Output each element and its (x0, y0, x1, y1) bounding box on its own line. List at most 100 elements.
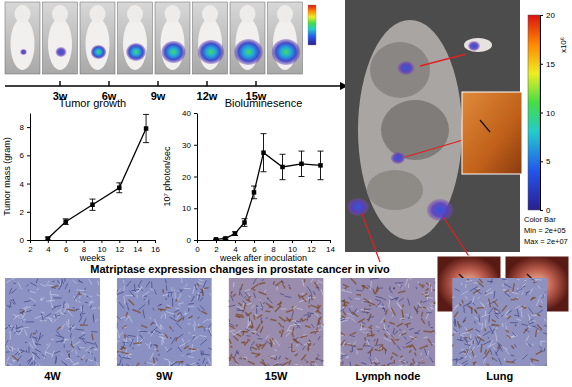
tissue-texture (67, 309, 75, 311)
tissue-texture (313, 366, 315, 367)
tissue-texture (340, 355, 347, 356)
tissue-texture (462, 300, 463, 303)
tick: 4 (233, 240, 238, 254)
tissue-texture (483, 331, 491, 336)
tissue-texture (471, 301, 475, 305)
tissue-texture (488, 308, 493, 314)
tissue-texture (340, 320, 347, 322)
tissue-texture (253, 289, 255, 291)
tissue-texture (347, 343, 351, 345)
tissue-texture (163, 294, 169, 295)
tissue-texture (145, 362, 146, 364)
tissue-texture (399, 329, 401, 331)
tissue-texture (418, 362, 422, 363)
tissue-texture (183, 288, 191, 290)
tissue-texture (9, 347, 11, 349)
tissue-texture (84, 318, 87, 324)
tissue-texture (397, 323, 403, 326)
tissue-texture (187, 323, 190, 325)
mouse-head (90, 5, 106, 23)
tissue-texture (67, 350, 73, 354)
tissue-texture (521, 309, 522, 317)
tissue-texture (377, 330, 379, 331)
tissue-texture (244, 297, 246, 298)
tick: 8 (20, 123, 30, 132)
tick-label: 0 (187, 236, 192, 245)
tissue-texture (266, 303, 272, 307)
tick: 10 (182, 204, 197, 213)
tissue-texture (402, 305, 404, 308)
tissue-texture (52, 351, 55, 358)
tissue-texture (404, 323, 410, 325)
tissue-texture (381, 318, 385, 324)
data-point (242, 220, 247, 225)
tissue-texture (259, 292, 267, 295)
chart: 02468101214010203040Bioluminesenceweek a… (162, 97, 335, 263)
tissue-texture (30, 282, 37, 286)
tissue-texture (248, 361, 255, 364)
tissue-texture (378, 344, 382, 350)
tissue-texture (340, 309, 344, 311)
tissue-texture (464, 344, 471, 346)
tissue-texture (33, 332, 36, 334)
tissue-texture (309, 315, 310, 317)
tissue-texture (409, 278, 412, 279)
tissue-texture (426, 283, 431, 287)
tick-label: 2 (214, 245, 219, 254)
tissue-texture (435, 283, 436, 284)
tissue-texture (256, 324, 260, 330)
tissue-texture (432, 330, 435, 332)
tissue-texture (51, 294, 60, 296)
signal-blob (20, 49, 27, 55)
tissue-texture (457, 339, 464, 341)
tissue-texture (129, 338, 132, 342)
tissue-texture (140, 338, 145, 343)
tissue-texture (531, 279, 535, 280)
tissue-texture (165, 347, 168, 352)
tick-mark (66, 240, 67, 243)
error-bar-cap (261, 133, 267, 134)
tissue-texture (21, 315, 22, 322)
tissue-texture (289, 287, 291, 289)
tissue-texture (161, 337, 163, 340)
tissue-texture (192, 335, 195, 337)
tissue-texture (426, 307, 430, 311)
tissue-texture (352, 345, 353, 352)
tissue-texture (166, 285, 168, 291)
tissue-texture (311, 324, 314, 328)
tissue-texture (481, 323, 482, 329)
tissue-texture (418, 302, 424, 309)
tissue-texture (188, 303, 194, 305)
tissue-texture (86, 359, 88, 362)
signal-blob (427, 199, 453, 221)
tissue-texture (48, 281, 49, 283)
tissue-texture (453, 304, 458, 311)
tissue-texture (452, 297, 454, 299)
tissue-texture (528, 326, 531, 327)
tissue-texture (19, 349, 25, 351)
tissue-texture (203, 280, 206, 288)
tissue-texture (229, 330, 236, 332)
tissue-texture (424, 349, 427, 357)
tissue-texture (42, 354, 46, 357)
tissue-texture (139, 331, 147, 332)
tissue-texture (53, 306, 61, 308)
tissue-texture (399, 365, 403, 366)
tissue-texture (84, 288, 85, 293)
tick: 14 (326, 240, 335, 254)
tissue-texture (244, 303, 246, 308)
tissue-texture (315, 363, 320, 366)
tissue-texture (340, 357, 343, 360)
tissue-texture (12, 325, 15, 330)
tick-mark (194, 113, 197, 114)
tissue-texture (77, 356, 79, 357)
tissue-texture (126, 281, 131, 287)
tissue-texture (49, 317, 53, 322)
tissue-texture (462, 361, 468, 364)
tick: 10 (540, 109, 555, 118)
tick-label: 12 (307, 245, 316, 254)
tissue-texture (341, 333, 345, 336)
tissue-texture (6, 351, 10, 352)
error-bar (90, 199, 96, 210)
tissue-texture (61, 279, 62, 287)
